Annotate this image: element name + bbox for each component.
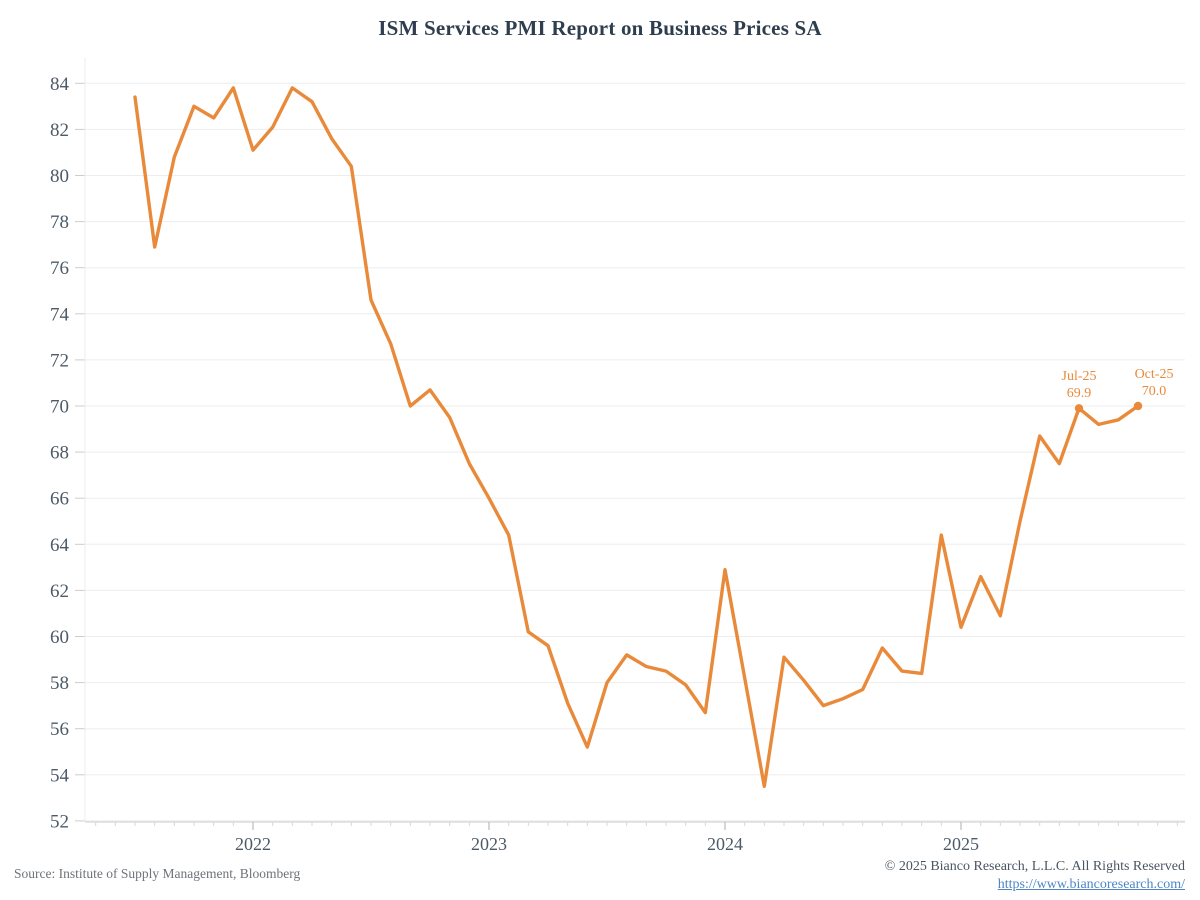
svg-text:56: 56 xyxy=(50,719,69,740)
svg-text:2024: 2024 xyxy=(707,834,743,854)
annotation-jul25: Jul-25 69.9 xyxy=(1062,368,1097,402)
svg-text:78: 78 xyxy=(50,212,69,233)
source-note: Source: Institute of Supply Management, … xyxy=(14,866,301,881)
annotation-jul25-value: 69.9 xyxy=(1066,386,1092,402)
svg-text:66: 66 xyxy=(50,489,69,510)
annotation-oct25-value: 70.0 xyxy=(1141,384,1167,399)
svg-text:80: 80 xyxy=(50,166,69,187)
svg-text:74: 74 xyxy=(50,304,70,325)
copyright-text: © 2025 Bianco Research, L.L.C. All Right… xyxy=(884,859,1185,874)
svg-text:68: 68 xyxy=(50,443,69,464)
svg-text:60: 60 xyxy=(50,627,69,648)
svg-text:76: 76 xyxy=(50,258,69,279)
svg-text:72: 72 xyxy=(50,350,69,371)
svg-text:84: 84 xyxy=(50,74,70,95)
svg-text:2025: 2025 xyxy=(943,834,979,854)
svg-text:52: 52 xyxy=(50,811,69,832)
annotation-oct25-date: Oct-25 xyxy=(1134,367,1174,382)
svg-text:2023: 2023 xyxy=(471,834,507,854)
svg-text:54: 54 xyxy=(50,765,70,786)
svg-text:62: 62 xyxy=(50,581,69,602)
svg-text:2022: 2022 xyxy=(235,834,271,854)
bianco-research-link[interactable]: https://www.biancoresearch.com/ xyxy=(997,876,1185,892)
svg-text:70: 70 xyxy=(50,397,69,418)
annotation-oct25: Oct-25 70.0 xyxy=(1135,366,1174,400)
svg-text:64: 64 xyxy=(50,535,70,556)
annotation-jul25-date: Jul-25 xyxy=(1061,369,1097,385)
svg-text:58: 58 xyxy=(50,673,69,694)
svg-text:82: 82 xyxy=(50,120,69,141)
chart-title: ISM Services PMI Report on Business Pric… xyxy=(378,16,822,40)
copyright-block: © 2025 Bianco Research, L.L.C. All Right… xyxy=(885,858,1185,893)
